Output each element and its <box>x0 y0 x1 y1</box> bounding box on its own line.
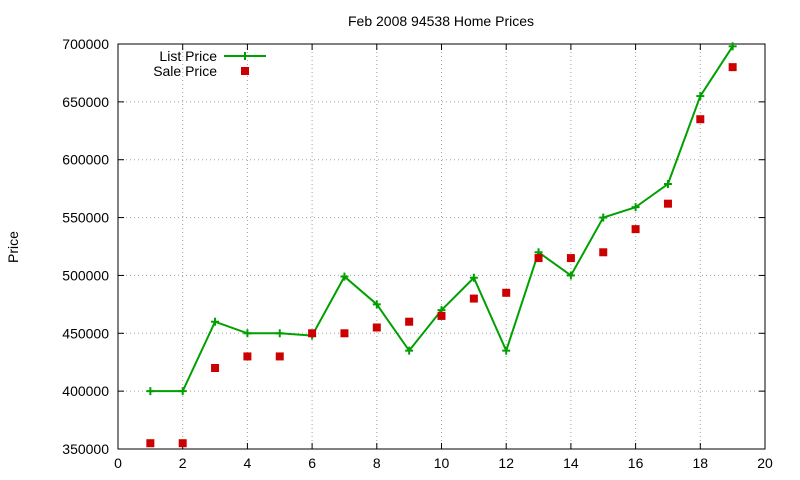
list-price-point <box>211 317 220 326</box>
series-group <box>146 42 737 448</box>
x-tick-label: 20 <box>757 455 773 471</box>
x-tick-label: 2 <box>179 455 187 471</box>
x-tick-label: 8 <box>373 455 381 471</box>
y-tick-label: 450000 <box>62 325 109 341</box>
sale-price-point <box>372 323 381 332</box>
chart-title: Feb 2008 94538 Home Prices <box>348 13 534 29</box>
sale-price-point <box>437 311 446 320</box>
list-price-point <box>372 300 381 309</box>
sale-price-point <box>631 225 640 234</box>
y-tick-label: 400000 <box>62 383 109 399</box>
list-price-point <box>146 387 155 396</box>
sale-price-point <box>243 352 252 361</box>
x-tick-label: 18 <box>693 455 709 471</box>
x-tick-label: 0 <box>114 455 122 471</box>
x-tick-label: 6 <box>308 455 316 471</box>
legend-label-list-price: List Price <box>159 48 217 64</box>
list-price-point <box>728 42 737 51</box>
sale-price-point <box>728 63 737 72</box>
sale-price-point <box>178 439 187 448</box>
list-price-point <box>663 180 672 189</box>
sale-price-point <box>469 294 478 303</box>
sale-price-point <box>696 115 705 124</box>
axis-ticks: 0 2 4 6 8 10 12 14 16 18 20 350000 400000 450000 50000… <box>62 36 773 471</box>
sale-price-point <box>502 288 511 297</box>
sale-price-point <box>599 248 608 257</box>
x-tick-label: 10 <box>434 455 450 471</box>
sale-price-point <box>340 329 349 338</box>
list-price-point <box>405 346 414 355</box>
sale-price-point <box>566 254 575 263</box>
x-tick-label: 16 <box>628 455 644 471</box>
sale-price-point <box>405 317 414 326</box>
y-tick-label: 500000 <box>62 267 109 283</box>
sale-price-point <box>308 329 317 338</box>
grid <box>118 44 765 449</box>
list-price-point <box>599 213 608 222</box>
sale-price-point <box>211 364 220 372</box>
list-price-line <box>150 45 734 393</box>
y-tick-label: 550000 <box>62 210 109 226</box>
y-tick-label: 600000 <box>62 152 109 168</box>
list-price-point <box>566 271 575 280</box>
list-price-point <box>340 272 349 281</box>
x-tick-label: 4 <box>244 455 252 471</box>
legend-swatch-sale-price <box>241 67 249 75</box>
list-price-point <box>178 387 187 396</box>
sale-price-point <box>275 352 284 361</box>
y-tick-label: 350000 <box>62 441 109 457</box>
y-tick-label: 700000 <box>62 36 109 52</box>
y-tick-label: 650000 <box>62 94 109 110</box>
list-price-point <box>275 329 284 338</box>
legend-label-sale-price: Sale Price <box>153 63 217 79</box>
y-axis-label: Price <box>5 231 21 263</box>
x-tick-label: 14 <box>563 455 579 471</box>
sale-price-point <box>663 199 672 208</box>
sale-price-point <box>534 254 543 263</box>
sale-price-point <box>146 439 155 448</box>
list-price-point <box>631 203 640 212</box>
list-price-point <box>696 92 705 101</box>
x-tick-label: 12 <box>498 455 514 471</box>
list-price-point <box>243 329 252 338</box>
list-price-point <box>469 273 478 282</box>
list-price-point <box>502 346 511 355</box>
